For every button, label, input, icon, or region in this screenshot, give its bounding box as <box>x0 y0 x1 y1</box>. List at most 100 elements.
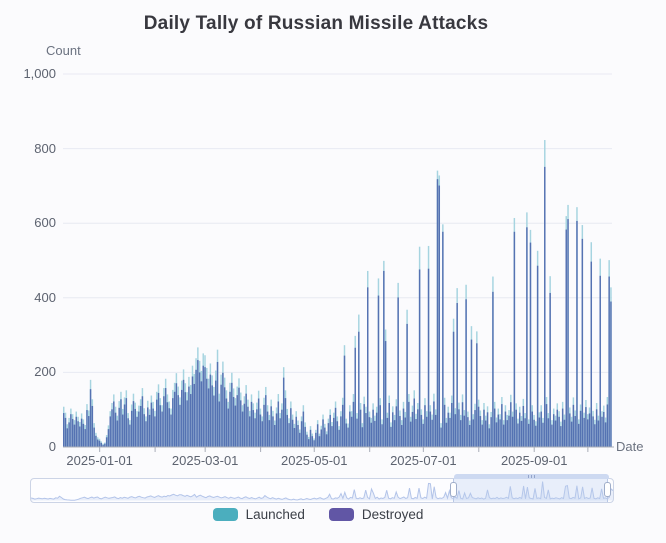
bar-destroyed <box>540 411 542 447</box>
bar-destroyed <box>195 369 197 447</box>
bar-destroyed <box>89 389 92 447</box>
bar-destroyed <box>572 404 575 447</box>
legend-item-destroyed[interactable]: Destroyed <box>328 507 424 522</box>
bar-destroyed <box>526 227 528 447</box>
bar-destroyed <box>274 424 276 447</box>
bar-destroyed <box>451 402 453 447</box>
bar-destroyed <box>592 416 594 447</box>
bar-destroyed <box>383 270 385 447</box>
bar-destroyed <box>350 416 353 447</box>
bar-destroyed <box>386 417 389 447</box>
bar-destroyed <box>384 341 387 447</box>
bar-destroyed <box>306 434 308 447</box>
bar-destroyed <box>173 391 176 447</box>
bar-destroyed <box>581 238 584 447</box>
bar-destroyed <box>197 360 199 447</box>
bar-destroyed <box>257 398 260 447</box>
range-slider-left-handle[interactable] <box>449 482 457 497</box>
bar-destroyed <box>250 401 253 447</box>
bar-destroyed <box>275 413 278 447</box>
bar-destroyed <box>595 409 598 447</box>
bar-destroyed <box>223 387 226 447</box>
bar-destroyed <box>601 416 603 447</box>
bar-destroyed <box>486 412 489 447</box>
bar-destroyed <box>460 420 462 447</box>
bar-destroyed <box>361 427 364 447</box>
bar-destroyed <box>282 377 285 447</box>
bar-destroyed <box>520 420 523 447</box>
range-slider-selection[interactable] <box>452 474 609 502</box>
bar-destroyed <box>483 409 485 447</box>
chart-title: Daily Tally of Russian Missile Attacks <box>143 13 489 34</box>
bar-destroyed <box>492 291 494 447</box>
range-slider-right-handle[interactable] <box>603 482 611 497</box>
bar-destroyed <box>293 427 296 447</box>
bar-destroyed <box>238 387 240 447</box>
bar-destroyed <box>324 427 326 447</box>
x-tick-label: 2025-01-01 <box>66 453 133 468</box>
bar-destroyed <box>315 432 317 447</box>
bar-destroyed <box>281 409 283 447</box>
bar-destroyed <box>163 396 165 447</box>
bar-destroyed <box>334 407 337 447</box>
bar-destroyed <box>497 414 500 447</box>
bar-destroyed <box>481 424 483 447</box>
bar-destroyed <box>105 437 108 447</box>
bar-destroyed <box>499 419 501 447</box>
bar-destroyed <box>578 423 580 447</box>
bar-destroyed <box>159 405 162 447</box>
bar-destroyed <box>220 384 222 447</box>
bar-destroyed <box>313 440 315 447</box>
bar-destroyed <box>336 421 339 447</box>
bar-destroyed <box>175 383 178 447</box>
bar-destroyed <box>145 421 147 447</box>
range-slider-grip-icon[interactable] <box>528 475 536 478</box>
bar-destroyed <box>574 416 576 447</box>
bar-destroyed <box>70 414 72 447</box>
bar-destroyed <box>381 424 383 447</box>
bar-destroyed <box>502 424 505 447</box>
bar-destroyed <box>510 402 512 447</box>
bar-destroyed <box>206 378 208 447</box>
bar-destroyed <box>209 374 212 447</box>
bar-destroyed <box>143 414 145 447</box>
bar-destroyed <box>188 386 190 447</box>
legend-label-destroyed: Destroyed <box>361 507 424 522</box>
bar-destroyed <box>472 419 474 447</box>
bar-destroyed <box>449 417 451 447</box>
bar-destroyed <box>263 404 265 447</box>
bar-destroyed <box>511 416 514 447</box>
bar-destroyed <box>170 414 172 447</box>
bar-destroyed <box>261 421 263 447</box>
bar-destroyed <box>569 413 571 447</box>
bar-destroyed <box>299 432 301 447</box>
bar-destroyed <box>82 423 85 447</box>
bar-destroyed <box>338 429 340 447</box>
bar-destroyed <box>147 407 149 447</box>
bar-destroyed <box>256 409 258 447</box>
bar-destroyed <box>318 436 321 447</box>
bar-destroyed <box>400 424 403 447</box>
bar-destroyed <box>470 339 473 447</box>
bar-destroyed <box>374 420 376 447</box>
bar-destroyed <box>452 331 455 447</box>
bar-destroyed <box>218 401 221 447</box>
range-slider-track[interactable] <box>30 474 614 503</box>
bar-destroyed <box>86 410 88 447</box>
bar-destroyed <box>295 416 297 447</box>
legend-item-launched[interactable]: Launched <box>212 507 305 522</box>
bar-destroyed <box>118 407 120 447</box>
bar-destroyed <box>316 424 319 447</box>
bar-destroyed <box>554 420 557 447</box>
bar-destroyed <box>139 405 142 447</box>
launched-swatch-icon <box>212 508 238 521</box>
bar-destroyed <box>545 404 548 447</box>
bar-destroyed <box>508 415 510 447</box>
bar-destroyed <box>100 442 103 447</box>
bar-destroyed <box>406 323 408 447</box>
bar-destroyed <box>442 231 444 447</box>
bar-destroyed <box>359 409 362 447</box>
bar-destroyed <box>443 404 446 447</box>
bar-destroyed <box>265 395 267 447</box>
